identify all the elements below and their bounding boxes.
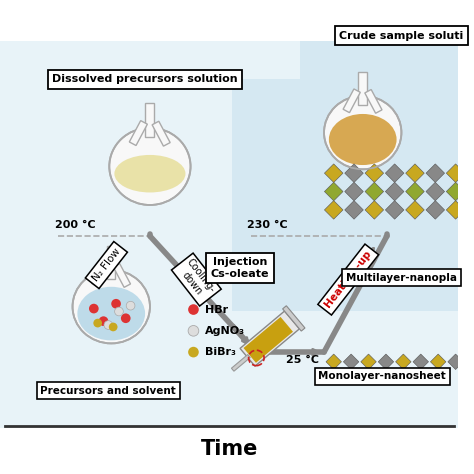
Text: Multilayer-nanopla: Multilayer-nanopla — [346, 273, 457, 283]
Bar — [146, 102, 155, 137]
Polygon shape — [430, 354, 446, 370]
Polygon shape — [426, 201, 445, 219]
Polygon shape — [465, 354, 474, 370]
Polygon shape — [406, 201, 424, 219]
Ellipse shape — [324, 96, 401, 169]
Bar — [343, 89, 360, 113]
Text: Injection
Cs-oleate: Injection Cs-oleate — [210, 257, 269, 279]
Ellipse shape — [77, 287, 145, 340]
Polygon shape — [406, 182, 424, 201]
Polygon shape — [385, 182, 404, 201]
Polygon shape — [385, 201, 404, 219]
Bar — [129, 120, 147, 146]
Polygon shape — [378, 354, 394, 370]
Text: Time: Time — [201, 439, 258, 459]
Polygon shape — [365, 164, 383, 182]
Text: Dissolved precursors solution: Dissolved precursors solution — [52, 74, 238, 84]
Text: 25 °C: 25 °C — [286, 355, 319, 365]
Circle shape — [188, 326, 199, 336]
Bar — [152, 121, 170, 146]
Polygon shape — [365, 201, 383, 219]
Polygon shape — [345, 201, 363, 219]
Ellipse shape — [109, 128, 191, 205]
Text: 200 °C: 200 °C — [55, 220, 96, 230]
Bar — [0, 41, 458, 428]
Bar — [240, 311, 300, 366]
Bar — [300, 41, 458, 147]
Polygon shape — [324, 164, 343, 182]
Bar — [232, 79, 458, 311]
Bar — [107, 246, 116, 279]
Polygon shape — [447, 164, 465, 182]
Text: Monolayer-nanosheet: Monolayer-nanosheet — [318, 371, 446, 381]
Circle shape — [188, 304, 199, 315]
Circle shape — [121, 313, 130, 323]
Circle shape — [115, 307, 123, 316]
Polygon shape — [361, 354, 376, 370]
Polygon shape — [466, 182, 474, 201]
Text: Heating -up: Heating -up — [323, 249, 374, 310]
Polygon shape — [396, 354, 411, 370]
Polygon shape — [324, 201, 343, 219]
Polygon shape — [413, 354, 428, 370]
Polygon shape — [365, 182, 383, 201]
Ellipse shape — [73, 270, 150, 343]
Circle shape — [104, 321, 113, 329]
Circle shape — [126, 301, 135, 310]
Bar — [283, 306, 305, 331]
Bar — [365, 90, 382, 113]
Text: Precursors and solvent: Precursors and solvent — [40, 386, 176, 396]
Bar — [358, 72, 367, 105]
Text: Crude sample soluti: Crude sample soluti — [339, 31, 464, 41]
Circle shape — [93, 319, 102, 328]
Circle shape — [111, 299, 121, 309]
Circle shape — [109, 323, 118, 331]
Polygon shape — [447, 201, 465, 219]
Circle shape — [99, 316, 109, 326]
Bar — [244, 317, 293, 363]
Text: Cooling-
down: Cooling- down — [175, 257, 217, 302]
Bar — [91, 263, 109, 287]
Polygon shape — [343, 354, 359, 370]
Polygon shape — [448, 354, 463, 370]
Polygon shape — [326, 354, 341, 370]
Text: N₂ Flow: N₂ Flow — [91, 246, 122, 283]
Text: BiBr₃: BiBr₃ — [205, 347, 236, 357]
Polygon shape — [385, 164, 404, 182]
Polygon shape — [324, 182, 343, 201]
Polygon shape — [426, 164, 445, 182]
Polygon shape — [466, 164, 474, 182]
Text: AgNO₃: AgNO₃ — [205, 326, 245, 336]
Circle shape — [188, 347, 199, 357]
Ellipse shape — [329, 114, 397, 165]
Polygon shape — [426, 182, 445, 201]
Circle shape — [89, 304, 99, 313]
Polygon shape — [345, 164, 363, 182]
Ellipse shape — [114, 155, 185, 192]
Text: HBr: HBr — [205, 305, 228, 315]
Polygon shape — [406, 164, 424, 182]
Bar — [113, 264, 130, 287]
Bar — [231, 355, 250, 371]
Text: 230 °C: 230 °C — [246, 220, 287, 230]
Polygon shape — [447, 182, 465, 201]
Polygon shape — [466, 201, 474, 219]
Polygon shape — [345, 182, 363, 201]
